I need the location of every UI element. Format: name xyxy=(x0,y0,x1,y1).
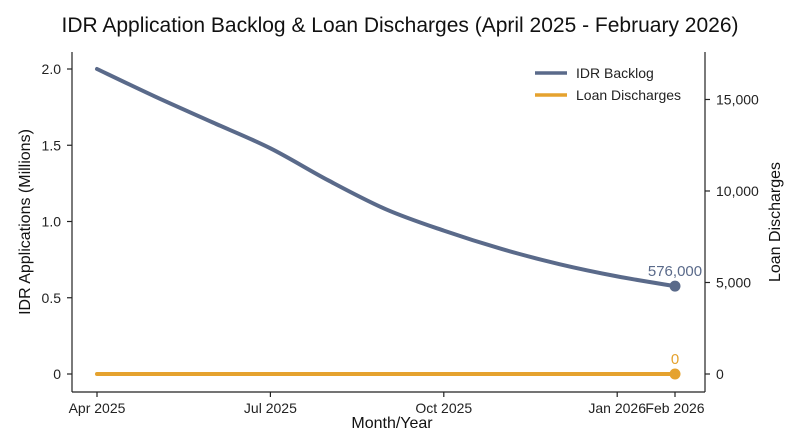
y-right-tick-label: 0 xyxy=(716,366,724,382)
legend-label-loan-discharges: Loan Discharges xyxy=(576,87,681,103)
series-layer: 576,000 0 xyxy=(95,67,702,380)
y-right-tick-label: 5,000 xyxy=(716,274,751,290)
y-left-tick-label: 1.5 xyxy=(42,137,62,153)
series-end-label-loan-discharges: 0 xyxy=(671,351,679,368)
y-left-ticks: 0 0.5 1.0 1.5 2.0 xyxy=(42,61,72,382)
y-left-tick-label: 1.0 xyxy=(42,214,62,230)
left-y-axis-label: IDR Applications (Millions) xyxy=(17,129,34,315)
x-ticks: Apr 2025 Jul 2025 Oct 2025 Jan 2026 Feb 2026 xyxy=(69,392,705,416)
x-tick-label: Jan 2026 xyxy=(588,400,646,416)
y-right-tick-label: 15,000 xyxy=(716,91,759,107)
y-left-tick-label: 0 xyxy=(53,366,61,382)
x-tick-label: Feb 2026 xyxy=(645,400,704,416)
x-tick-label: Jul 2025 xyxy=(244,400,297,416)
series-end-point-loan-discharges xyxy=(669,368,681,380)
right-y-axis-label: Loan Discharges xyxy=(767,162,784,282)
y-left-tick-label: 2.0 xyxy=(42,61,62,77)
x-tick-label: Apr 2025 xyxy=(69,400,126,416)
y-right-tick-label: 10,000 xyxy=(716,183,759,199)
series-end-point-idr-backlog xyxy=(669,280,681,292)
legend-label-idr-backlog: IDR Backlog xyxy=(576,65,654,81)
y-left-tick-label: 0.5 xyxy=(42,290,62,306)
legend: IDR Backlog Loan Discharges xyxy=(535,65,681,103)
y-right-ticks: 0 5,000 10,000 15,000 xyxy=(705,91,759,382)
x-axis-label: Month/Year xyxy=(351,415,433,432)
series-line-idr-backlog xyxy=(95,67,677,289)
x-tick-label: Oct 2025 xyxy=(415,400,472,416)
series-end-label-idr-backlog: 576,000 xyxy=(648,263,702,280)
chart-title: IDR Application Backlog & Loan Discharge… xyxy=(61,14,738,37)
